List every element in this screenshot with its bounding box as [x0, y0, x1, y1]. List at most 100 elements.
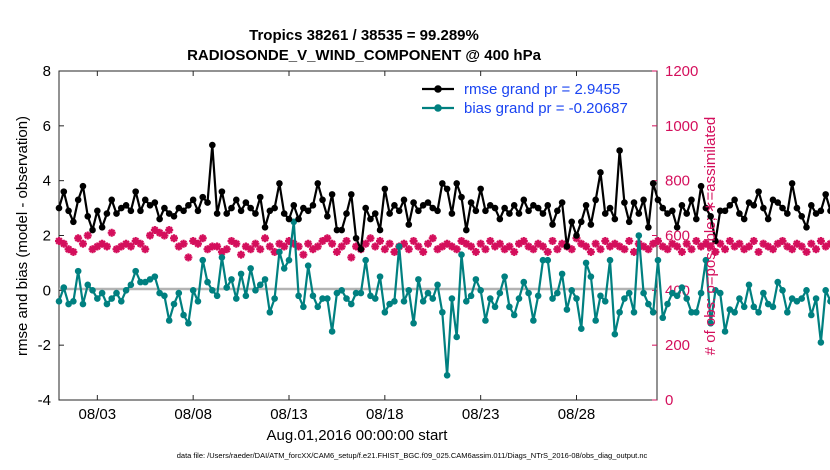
obs-count-point	[687, 245, 696, 254]
bias-point	[319, 295, 326, 302]
obs-count-point	[653, 236, 662, 245]
rmse-point	[779, 204, 786, 212]
rmse-point	[726, 202, 734, 209]
obs-count-point	[69, 247, 78, 256]
legend-bias-marker	[434, 104, 442, 112]
bias-point	[611, 330, 619, 338]
bias-point	[688, 308, 695, 316]
obs-asterisk-stroke	[625, 237, 633, 245]
bias-point	[635, 232, 643, 239]
rmse-point	[122, 202, 130, 209]
rmse-point	[702, 204, 710, 212]
rmse-point	[467, 199, 475, 206]
bias-point	[491, 303, 499, 311]
bias-point	[103, 300, 111, 308]
x-tick-label: 08/28	[558, 406, 596, 423]
obs-asterisk-stroke	[443, 240, 451, 248]
obs-count-point	[126, 242, 135, 251]
obs-count-point	[591, 239, 600, 248]
bias-point	[458, 251, 465, 258]
obs-asterisk-stroke	[630, 248, 638, 256]
obs-asterisk-stroke	[141, 245, 149, 253]
obs-count-point	[323, 234, 332, 243]
bias-point	[333, 289, 341, 297]
rmse-point	[712, 237, 719, 245]
obs-count-point	[146, 231, 155, 240]
obs-asterisk-stroke	[711, 248, 720, 256]
bias-point	[817, 339, 825, 346]
chart-title: Tropics 38261 / 38535 = 99.289%	[249, 27, 479, 44]
bias-point	[424, 289, 432, 297]
rmse-point	[309, 202, 317, 209]
obs-asterisk-stroke	[194, 240, 202, 248]
obs-asterisk-stroke	[213, 242, 221, 251]
bias-point	[362, 256, 369, 264]
obs-count-point	[749, 236, 758, 245]
obs-count-point	[668, 239, 677, 248]
bias-point	[314, 303, 322, 311]
bias-point	[309, 292, 317, 300]
bias-point	[127, 281, 135, 289]
rmse-point	[793, 204, 801, 212]
rmse-point	[664, 210, 671, 217]
rmse-point	[242, 199, 250, 206]
rmse-point	[458, 193, 465, 201]
obs-asterisk-stroke	[534, 240, 542, 248]
rmse-point	[750, 202, 758, 209]
rmse-point	[472, 207, 480, 215]
bias-point	[434, 281, 441, 289]
bias-point	[673, 292, 681, 300]
bias-point	[74, 267, 82, 275]
obs-count-point	[711, 247, 720, 256]
obs-asterisk-stroke	[414, 242, 422, 251]
rmse-point	[94, 207, 101, 215]
x-tick-label: 08/13	[270, 406, 308, 423]
obs-count-point	[193, 239, 202, 248]
obs-count-point	[663, 245, 672, 254]
rmse-point	[137, 207, 144, 215]
obs-count-point	[673, 242, 682, 251]
obs-asterisk-stroke	[644, 245, 652, 253]
rmse-point	[117, 204, 125, 212]
obs-count-point	[232, 239, 241, 248]
rmse-point	[280, 210, 288, 217]
obs-asterisk-stroke	[323, 234, 331, 242]
obs-asterisk-stroke	[184, 253, 192, 262]
rmse-point	[630, 199, 638, 206]
obs-count-point	[428, 234, 437, 243]
obs-count-point	[778, 236, 787, 245]
rmse-point	[515, 210, 523, 217]
obs-asterisk-stroke	[294, 242, 303, 251]
bias-point	[194, 298, 202, 305]
obs-asterisk-stroke	[151, 226, 159, 234]
rmse-point	[103, 210, 111, 217]
obs-count-point	[83, 231, 92, 240]
bias-point	[630, 308, 638, 316]
obs-count-point	[625, 236, 634, 245]
rmse-point	[161, 204, 168, 212]
obs-asterisk-stroke	[390, 248, 399, 256]
obs-asterisk-stroke	[457, 237, 466, 245]
bias-point	[750, 303, 758, 311]
rmse-point	[721, 207, 729, 215]
rmse-point	[616, 147, 623, 154]
bias-point	[496, 289, 504, 297]
obs-asterisk-stroke	[127, 242, 135, 251]
obs-count-point	[380, 245, 389, 254]
obs-count-point	[553, 245, 562, 254]
obs-asterisk-stroke	[592, 240, 600, 248]
bias-point	[669, 289, 676, 297]
rmse-point	[769, 196, 777, 204]
bias-point	[199, 256, 207, 264]
obs-asterisk-stroke	[405, 245, 413, 253]
bias-point	[218, 254, 226, 261]
bias-point	[165, 317, 173, 324]
rmse-point	[788, 180, 796, 187]
obs-asterisk-stroke	[798, 242, 806, 251]
bias-point	[439, 308, 446, 316]
bias-point	[84, 281, 92, 289]
y-tick-label: 2	[43, 228, 51, 245]
obs-asterisk-stroke	[122, 240, 130, 248]
bias-point	[793, 298, 801, 305]
obs-asterisk-stroke	[275, 240, 284, 248]
